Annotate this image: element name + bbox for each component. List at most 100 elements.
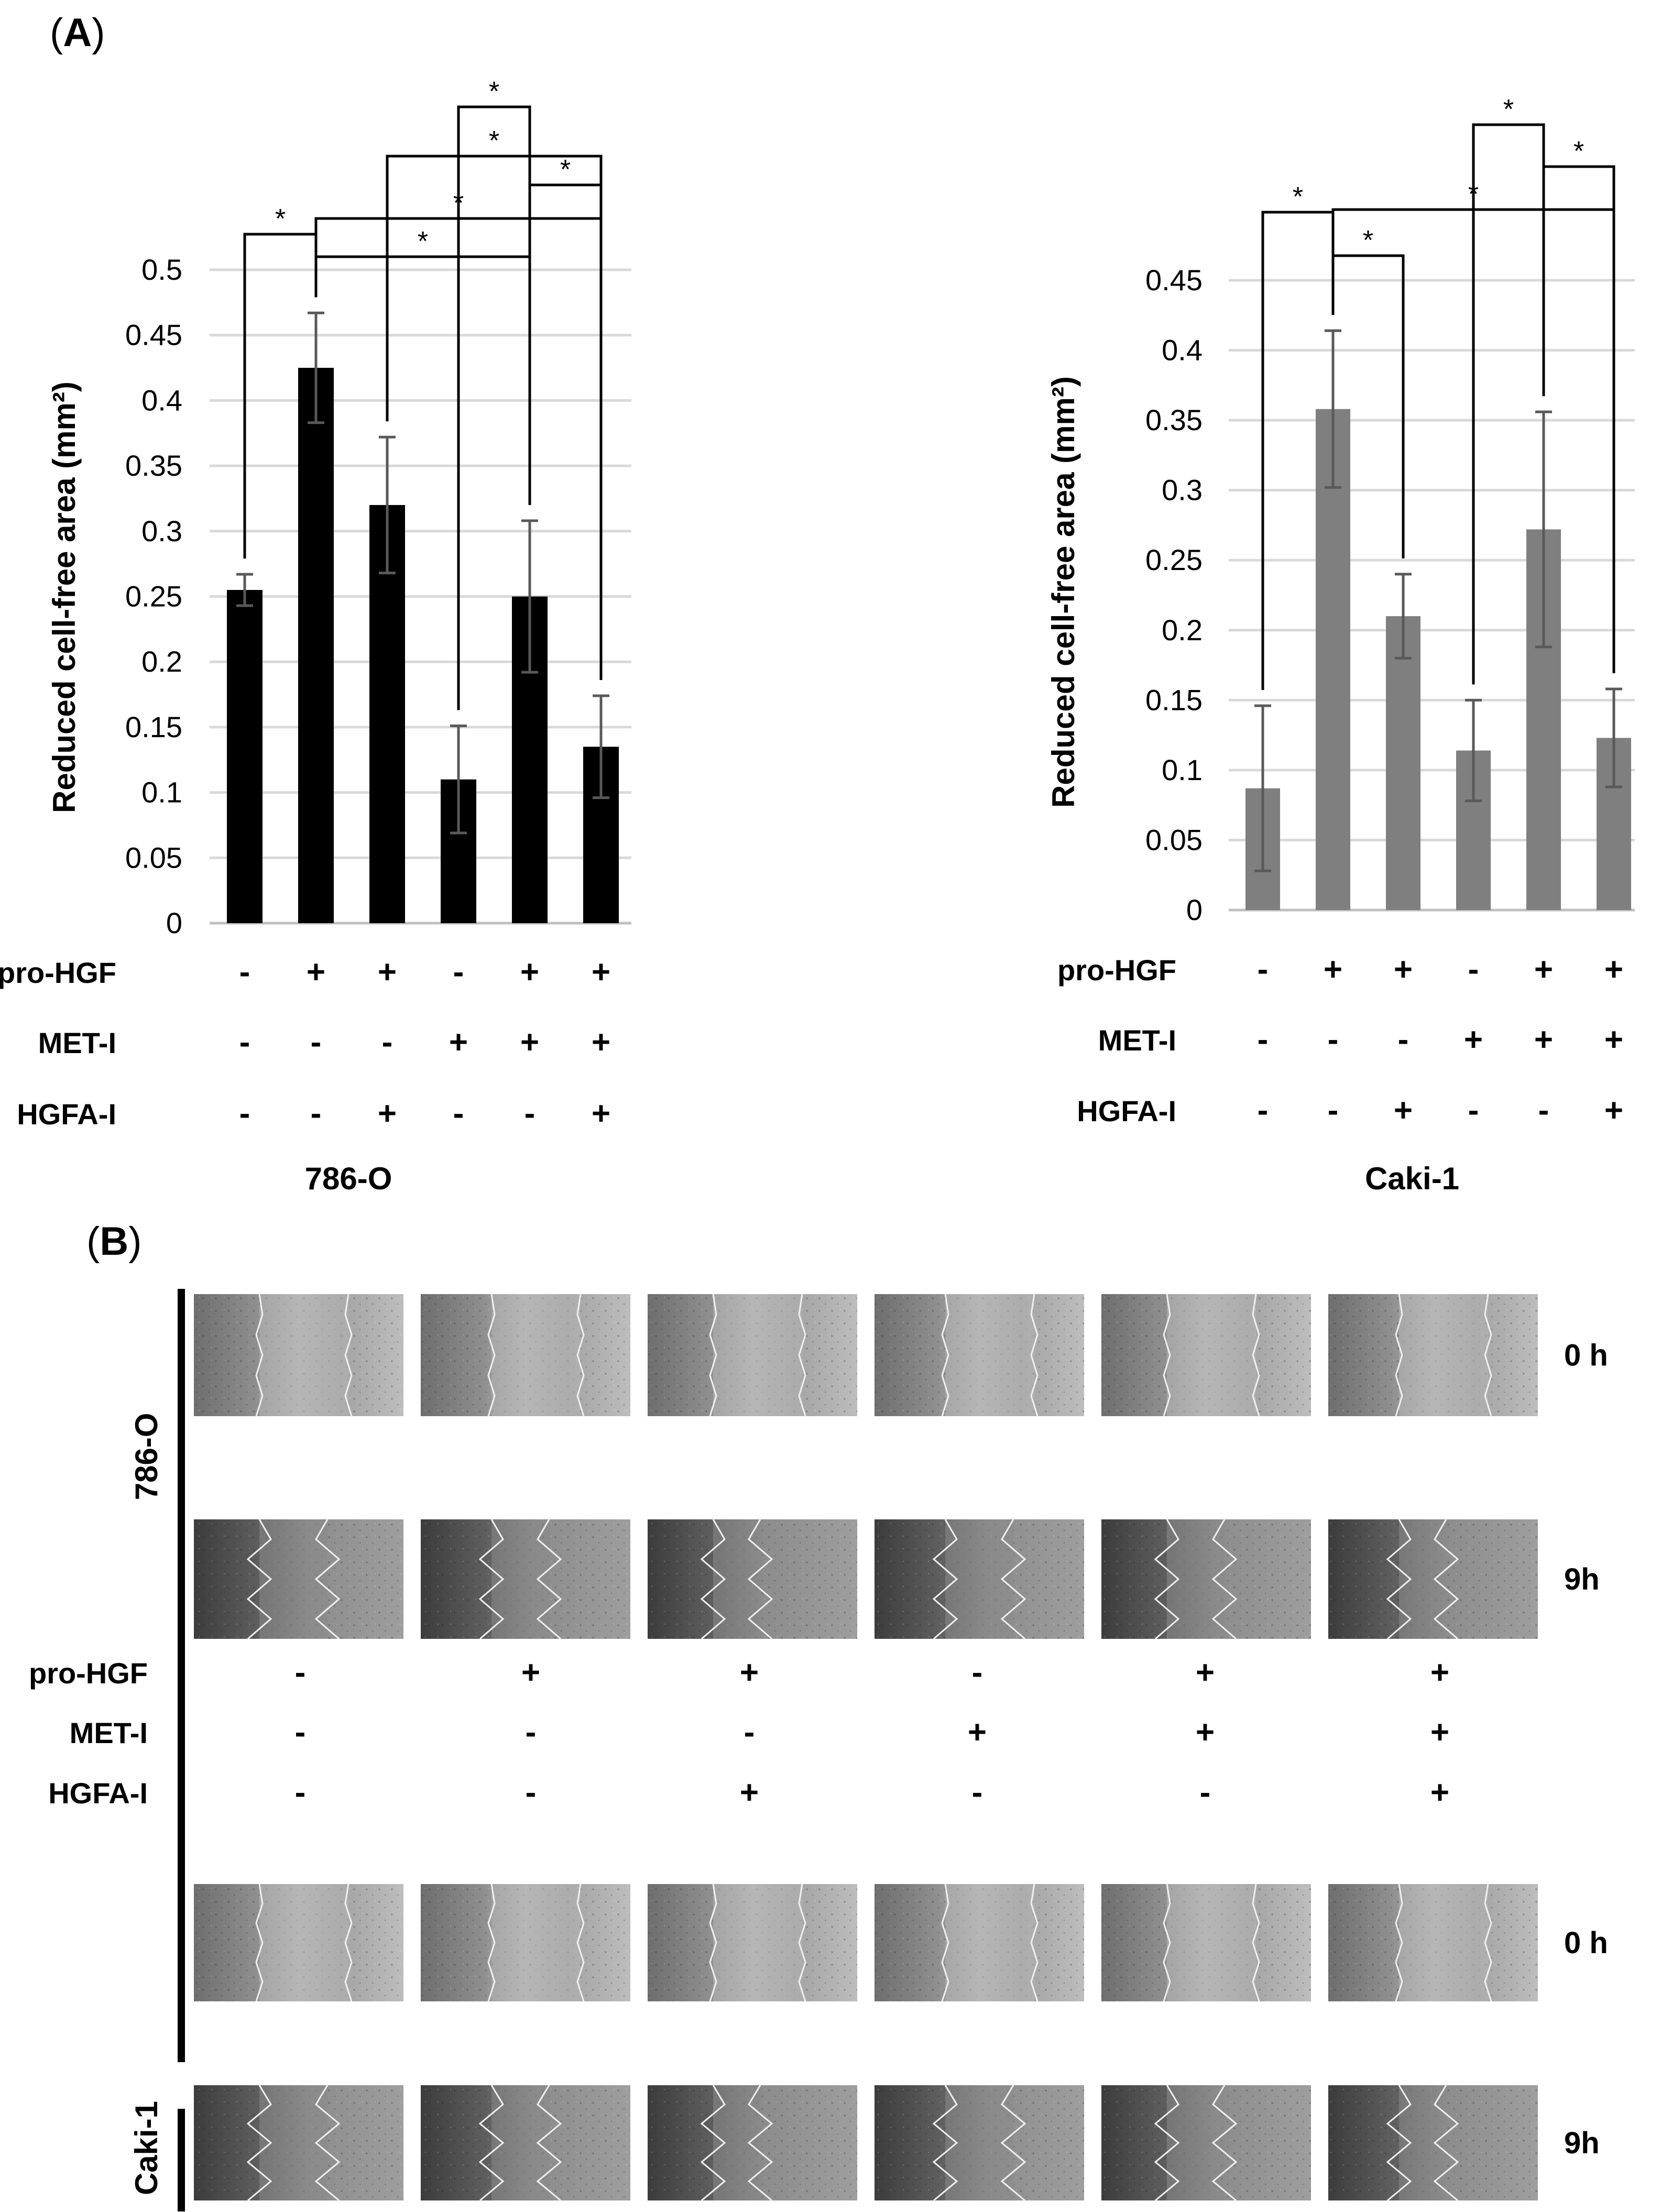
- wound-edge-right: [747, 2085, 773, 2202]
- significance-bracket: [528, 183, 603, 681]
- panel-label-a: (A): [50, 10, 105, 55]
- wound-gap: [713, 1294, 802, 1416]
- condition-mark: +: [1430, 1714, 1449, 1750]
- condition-mark: +: [449, 1024, 468, 1060]
- condition-mark: -: [1200, 1775, 1211, 1811]
- y-axis-label: Reduced cell-free area (mm²): [1046, 376, 1081, 808]
- wound-edge-right: [344, 1884, 353, 2002]
- condition-mark: -: [526, 1775, 537, 1811]
- y-tick-label: 0.1: [1162, 753, 1203, 786]
- y-tick-label: 0.3: [1162, 474, 1203, 507]
- condition-mark: +: [521, 1655, 540, 1691]
- condition-mark: +: [307, 954, 325, 990]
- wound-edge-right: [1484, 1884, 1492, 2002]
- timepoint-labels: 0 h 9h 0 h 9h: [1564, 1339, 1608, 2161]
- condition-mark: +: [1394, 1092, 1413, 1129]
- gridlines: [210, 268, 631, 925]
- treatment-label: MET-I: [1098, 1024, 1176, 1057]
- condition-mark: +: [378, 1096, 397, 1132]
- chart-caki-1: 00.050.10.150.20.250.30.350.40.45 ***** …: [1046, 94, 1635, 1196]
- divider-caki-1: [178, 2109, 185, 2211]
- condition-mark: +: [1196, 1714, 1215, 1750]
- wound-edge-left: [709, 1884, 717, 2002]
- wound-gap: [491, 1884, 581, 2001]
- wound-edge-right: [1252, 1294, 1260, 1417]
- condition-mark: +: [1464, 1022, 1483, 1058]
- condition-mark: -: [295, 1714, 306, 1750]
- y-tick-label: 0.35: [125, 449, 182, 482]
- y-tick-labels: 0 0.05 0.1 0.15 0.2 0.25 0.3 0.35 0.4 0.45 0.5: [125, 253, 182, 939]
- bar: [227, 590, 263, 923]
- wound-gap: [491, 2085, 549, 2200]
- bars: [1245, 329, 1631, 910]
- cell-line-label: 786-O: [305, 1161, 392, 1196]
- wound-edge-right: [314, 2085, 341, 2202]
- panel-label-b: (B): [86, 1219, 142, 1264]
- condition-mark: -: [1328, 1022, 1339, 1058]
- condition-mark: +: [1430, 1775, 1449, 1811]
- bars: [227, 311, 619, 923]
- y-tick-label: 0.5: [141, 253, 182, 286]
- y-tick-label: 0.2: [141, 645, 182, 678]
- treatment-label: HGFA-I: [17, 1098, 116, 1131]
- condition-mark: -: [972, 1775, 983, 1811]
- condition-mark: -: [1258, 1022, 1269, 1058]
- wound-edge-left: [1395, 1294, 1403, 1417]
- condition-mark: +: [1604, 1022, 1623, 1058]
- bar: [1386, 616, 1420, 910]
- condition-mark: +: [378, 954, 397, 990]
- condition-mark: -: [1258, 1092, 1269, 1129]
- row-label-786-o: 786-O: [129, 1413, 164, 1501]
- wound-edge-right: [1030, 1294, 1039, 1417]
- wound-edge-right: [1211, 1519, 1238, 1640]
- timepoint-label: 9h: [1564, 2126, 1600, 2160]
- wound-edge-right: [314, 1519, 341, 1640]
- condition-mark: -: [972, 1655, 983, 1691]
- condition-mark: -: [1538, 1092, 1549, 1129]
- significance-star: *: [1573, 136, 1584, 167]
- wound-gap: [1167, 2085, 1225, 2200]
- condition-mark: -: [1258, 951, 1269, 988]
- micrograph-tiles: [194, 1294, 1538, 2202]
- wound-edge-right: [1030, 1884, 1039, 2002]
- significance-star: *: [1363, 225, 1373, 256]
- condition-table: pro-HGF - + + - + + MET-I - - - + + + HGFA-I - - + - - +: [1057, 951, 1623, 1129]
- micrograph-panel: 786-O Caki-1 0 h 9h 0 h 9h pro-HGF - + + - + + MET…: [29, 1289, 1608, 2211]
- treatment-label: MET-I: [70, 1716, 148, 1749]
- condition-mark: -: [526, 1714, 537, 1750]
- wound-edge-right: [1000, 2085, 1026, 2202]
- wound-edge-left: [932, 2085, 958, 2202]
- treatment-label: pro-HGF: [0, 956, 116, 989]
- significance-star: *: [1293, 182, 1303, 212]
- wound-edge-left: [700, 2085, 726, 2202]
- significance-bracket: [314, 255, 531, 505]
- wound-edge-right: [1484, 1294, 1492, 1417]
- wound-edge-left: [478, 2085, 505, 2202]
- gridlines: [1229, 279, 1635, 912]
- wound-gap: [1167, 1884, 1256, 2001]
- wound-edge-left: [1395, 1884, 1403, 2002]
- wound-gap: [1399, 1884, 1488, 2001]
- wound-edge-left: [255, 1294, 264, 1417]
- wound-edge-left: [246, 2085, 272, 2202]
- bar: [1316, 409, 1350, 910]
- condition-mark: -: [311, 1096, 322, 1132]
- divider-786-o: [178, 1289, 185, 2062]
- bar: [298, 368, 334, 923]
- treatment-label: HGFA-I: [48, 1777, 148, 1810]
- wound-edge-right: [1433, 2085, 1459, 2202]
- wound-edge-left: [478, 1519, 505, 1640]
- condition-mark: +: [1324, 951, 1342, 988]
- condition-mark: -: [1468, 1092, 1479, 1129]
- cell-line-label: Caki-1: [1365, 1161, 1459, 1196]
- wound-gap: [491, 1519, 549, 1639]
- wound-gap: [259, 1884, 348, 2001]
- wound-edge-right: [536, 1519, 562, 1640]
- wound-edge-right: [798, 1884, 806, 2002]
- condition-mark: +: [592, 1024, 610, 1060]
- y-tick-label: 0: [1186, 893, 1203, 926]
- y-tick-label: 0.4: [1162, 334, 1203, 367]
- significance-star: *: [275, 204, 286, 234]
- wound-gap: [1399, 1294, 1488, 1416]
